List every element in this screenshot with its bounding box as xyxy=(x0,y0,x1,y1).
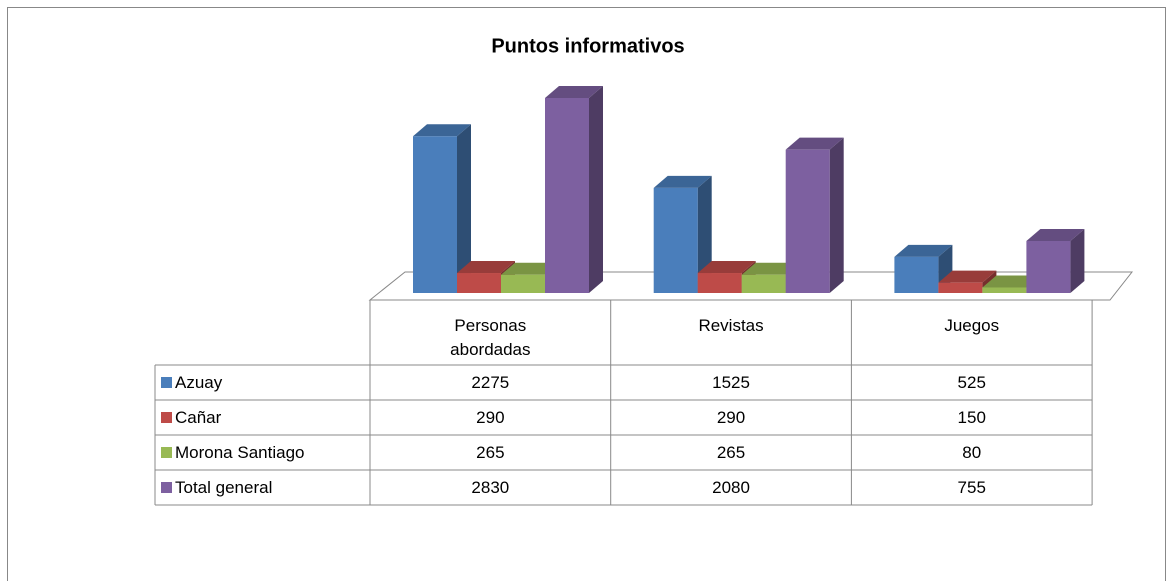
data-label: 1525 xyxy=(712,372,750,392)
legend-entry: Morona Santiago xyxy=(155,435,370,470)
chart-title: Puntos informativos xyxy=(491,35,684,57)
data-label: 525 xyxy=(957,372,986,392)
legend-key xyxy=(161,447,172,458)
bar xyxy=(1026,228,1085,293)
data-label: 80 xyxy=(962,442,982,462)
bar-front xyxy=(785,149,830,293)
legend-entry: Cañar xyxy=(155,400,370,435)
bar-top xyxy=(545,86,603,98)
data-label: 2830 xyxy=(471,477,510,497)
bar xyxy=(413,124,471,293)
bar-front xyxy=(697,273,742,293)
data-label: 290 xyxy=(716,407,746,427)
bar-front xyxy=(982,287,1027,293)
bar-top xyxy=(982,275,1041,288)
bar-front xyxy=(501,274,545,293)
legend-entry: Total general xyxy=(155,470,370,505)
bar xyxy=(545,86,603,293)
bar-front xyxy=(653,187,698,293)
table-header: Juegos xyxy=(851,300,1092,365)
bar-side xyxy=(589,86,603,293)
bar xyxy=(653,175,712,293)
bar-front xyxy=(457,273,501,293)
category-label: Revistas xyxy=(698,316,764,335)
data-label: 2275 xyxy=(471,372,510,392)
bar-front xyxy=(938,282,983,293)
bar-top xyxy=(697,261,756,274)
data-label: 150 xyxy=(957,407,986,427)
bar-top xyxy=(785,137,844,150)
data-label: 2080 xyxy=(712,477,750,497)
bar-side xyxy=(829,137,844,293)
legend-key xyxy=(161,412,172,423)
bar-top xyxy=(741,262,800,275)
legend-label: Azuay xyxy=(175,372,223,392)
bar-front xyxy=(894,256,939,293)
bar-front xyxy=(1026,240,1071,293)
bar-top xyxy=(894,244,953,257)
legend-label: Cañar xyxy=(175,407,222,427)
bar-front xyxy=(741,274,786,293)
legend-key xyxy=(161,482,172,493)
legend-label: Morona Santiago xyxy=(175,442,305,462)
bar-front xyxy=(545,98,589,293)
legend-entry: Azuay xyxy=(155,365,370,400)
bar-front xyxy=(413,136,457,293)
category-label: Personas abordadas xyxy=(450,316,531,359)
bar-top xyxy=(457,261,515,274)
table-header: Revistas xyxy=(611,300,852,365)
bar-top xyxy=(413,124,471,137)
legend-key xyxy=(161,377,172,388)
bar-top xyxy=(938,270,997,283)
bar-side xyxy=(457,124,471,293)
bar-side xyxy=(697,175,712,293)
data-label: 290 xyxy=(476,407,505,427)
category-label: Juegos xyxy=(944,316,1000,335)
bar-top xyxy=(653,175,712,188)
data-label: 265 xyxy=(476,442,505,462)
bar-top xyxy=(1026,228,1085,241)
data-label: 265 xyxy=(716,442,746,462)
legend-label: Total general xyxy=(175,477,273,497)
bar-side xyxy=(1070,228,1085,293)
bar xyxy=(785,137,844,293)
table-header: Personas abordadas xyxy=(370,300,611,365)
bar-top xyxy=(501,262,559,275)
data-label: 755 xyxy=(957,477,986,497)
